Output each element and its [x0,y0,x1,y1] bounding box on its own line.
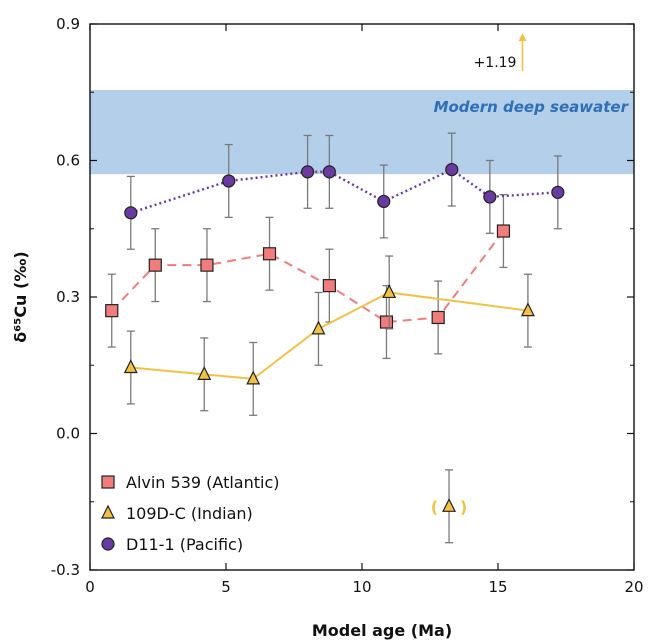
series-layer: () [105,132,565,544]
y-tick-label: 0.9 [56,15,80,33]
y-tick-label: 0.6 [56,152,80,170]
series-triangle: () [123,255,535,544]
data-point [322,165,336,179]
series-circle [124,132,565,250]
data-point [311,320,326,335]
legend-label: 109D-C (Indian) [126,504,253,523]
data-point [322,279,336,293]
data-point [551,185,565,199]
band-label: Modern deep seawater [434,98,630,116]
y-tick-label: 0.3 [56,288,80,306]
x-tick-label: 0 [85,578,95,596]
seawater-band: Modern deep seawater [90,89,634,175]
band-rect [90,89,634,175]
overflow-arrow-head [518,33,527,42]
series-line [130,291,529,380]
data-point [377,194,391,209]
legend-label: D11-1 (Pacific) [126,535,243,554]
x-axis-title: Model age (Ma) [312,621,452,640]
series-square [105,193,511,360]
data-point [105,304,119,318]
y-tick-label: -0.3 [51,561,80,579]
data-point [520,302,535,317]
data-point [431,310,445,325]
legend-label: Alvin 539 (Atlantic) [126,473,279,492]
legend-marker [101,504,115,519]
data-point [382,284,397,299]
x-tick-label: 20 [624,578,643,596]
data-point [483,190,497,204]
data-point [262,247,277,261]
x-tick-label: 5 [221,578,231,596]
y-axis-title: δ⁶⁵Cu (‰) [11,251,30,342]
data-point [200,258,214,272]
overflow-annotation: +1.19 [474,55,517,71]
x-tick-label: 15 [488,578,507,596]
data-point [197,366,212,380]
data-point [246,370,261,385]
data-point [148,258,162,272]
data-point [445,163,459,177]
legend-marker [101,537,115,551]
x-tick-label: 10 [352,578,371,596]
legend-marker [101,475,115,489]
data-point [124,206,138,220]
data-point [222,174,236,188]
data-point [379,315,394,329]
series-line [130,168,558,214]
legend: Alvin 539 (Atlantic) 109D-C (Indian) D11-1… [101,473,279,554]
outlier-point [442,497,457,512]
outlier-paren-open: ( [431,497,438,516]
outlier-paren-close: ) [460,497,467,516]
data-point [123,359,138,374]
y-tick-label: 0.0 [56,425,80,443]
axes: 0 5 10 15 20 -0.3 0.0 0.3 0.6 0.9 Model age (Ma) δ⁶… [11,15,644,640]
series-line [111,230,505,324]
data-point [496,224,511,238]
data-point [301,165,315,179]
